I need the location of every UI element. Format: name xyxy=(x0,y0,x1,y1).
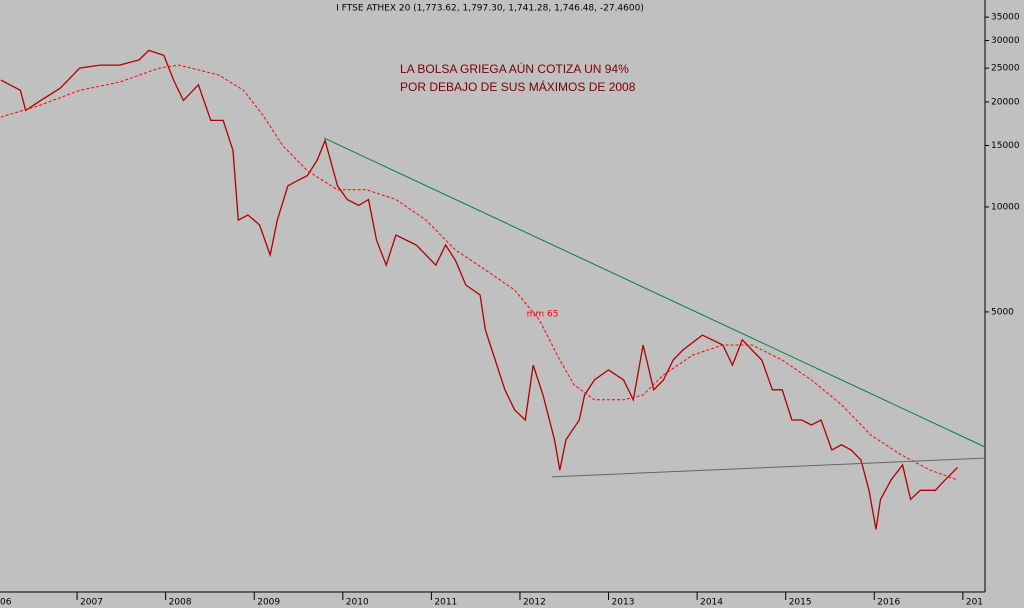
trendline xyxy=(323,137,986,448)
trendline xyxy=(551,457,986,478)
y-tick-label: 10000 xyxy=(991,202,1020,212)
x-tick-label: 2007 xyxy=(80,598,103,608)
x-tick-label: 2013 xyxy=(612,598,635,608)
moving-average xyxy=(0,64,958,481)
x-tick-label: 2015 xyxy=(789,598,812,608)
chart-title: I FTSE ATHEX 20 (1,773.62, 1,797.30, 1,7… xyxy=(336,4,644,14)
y-tick-label: 15000 xyxy=(991,141,1020,151)
annotation: POR DEBAJO DE SUS MÁXIMOS DE 2008 xyxy=(400,79,636,94)
x-tick-label: 2014 xyxy=(700,598,723,608)
y-tick-label: 20000 xyxy=(991,97,1020,107)
x-tick-label: 2010 xyxy=(346,598,369,608)
y-tick-label: 30000 xyxy=(991,36,1020,46)
x-tick-label: 2012 xyxy=(523,598,546,608)
x-tick-label: 2016 xyxy=(877,598,900,608)
x-tick-label: 2009 xyxy=(257,598,280,608)
y-tick-label: 5000 xyxy=(991,307,1014,317)
x-tick-label: 2011 xyxy=(434,598,457,608)
y-tick-label: 25000 xyxy=(991,64,1020,74)
series-label: mm 65 xyxy=(527,309,559,319)
price-line xyxy=(0,49,958,530)
x-tick-label: 06 xyxy=(0,598,12,608)
x-tick-label: 2008 xyxy=(169,598,192,608)
x-tick-label: 201 xyxy=(966,598,983,608)
annotation: LA BOLSA GRIEGA AÚN COTIZA UN 94% xyxy=(400,61,629,76)
y-tick-label: 35000 xyxy=(991,13,1020,23)
